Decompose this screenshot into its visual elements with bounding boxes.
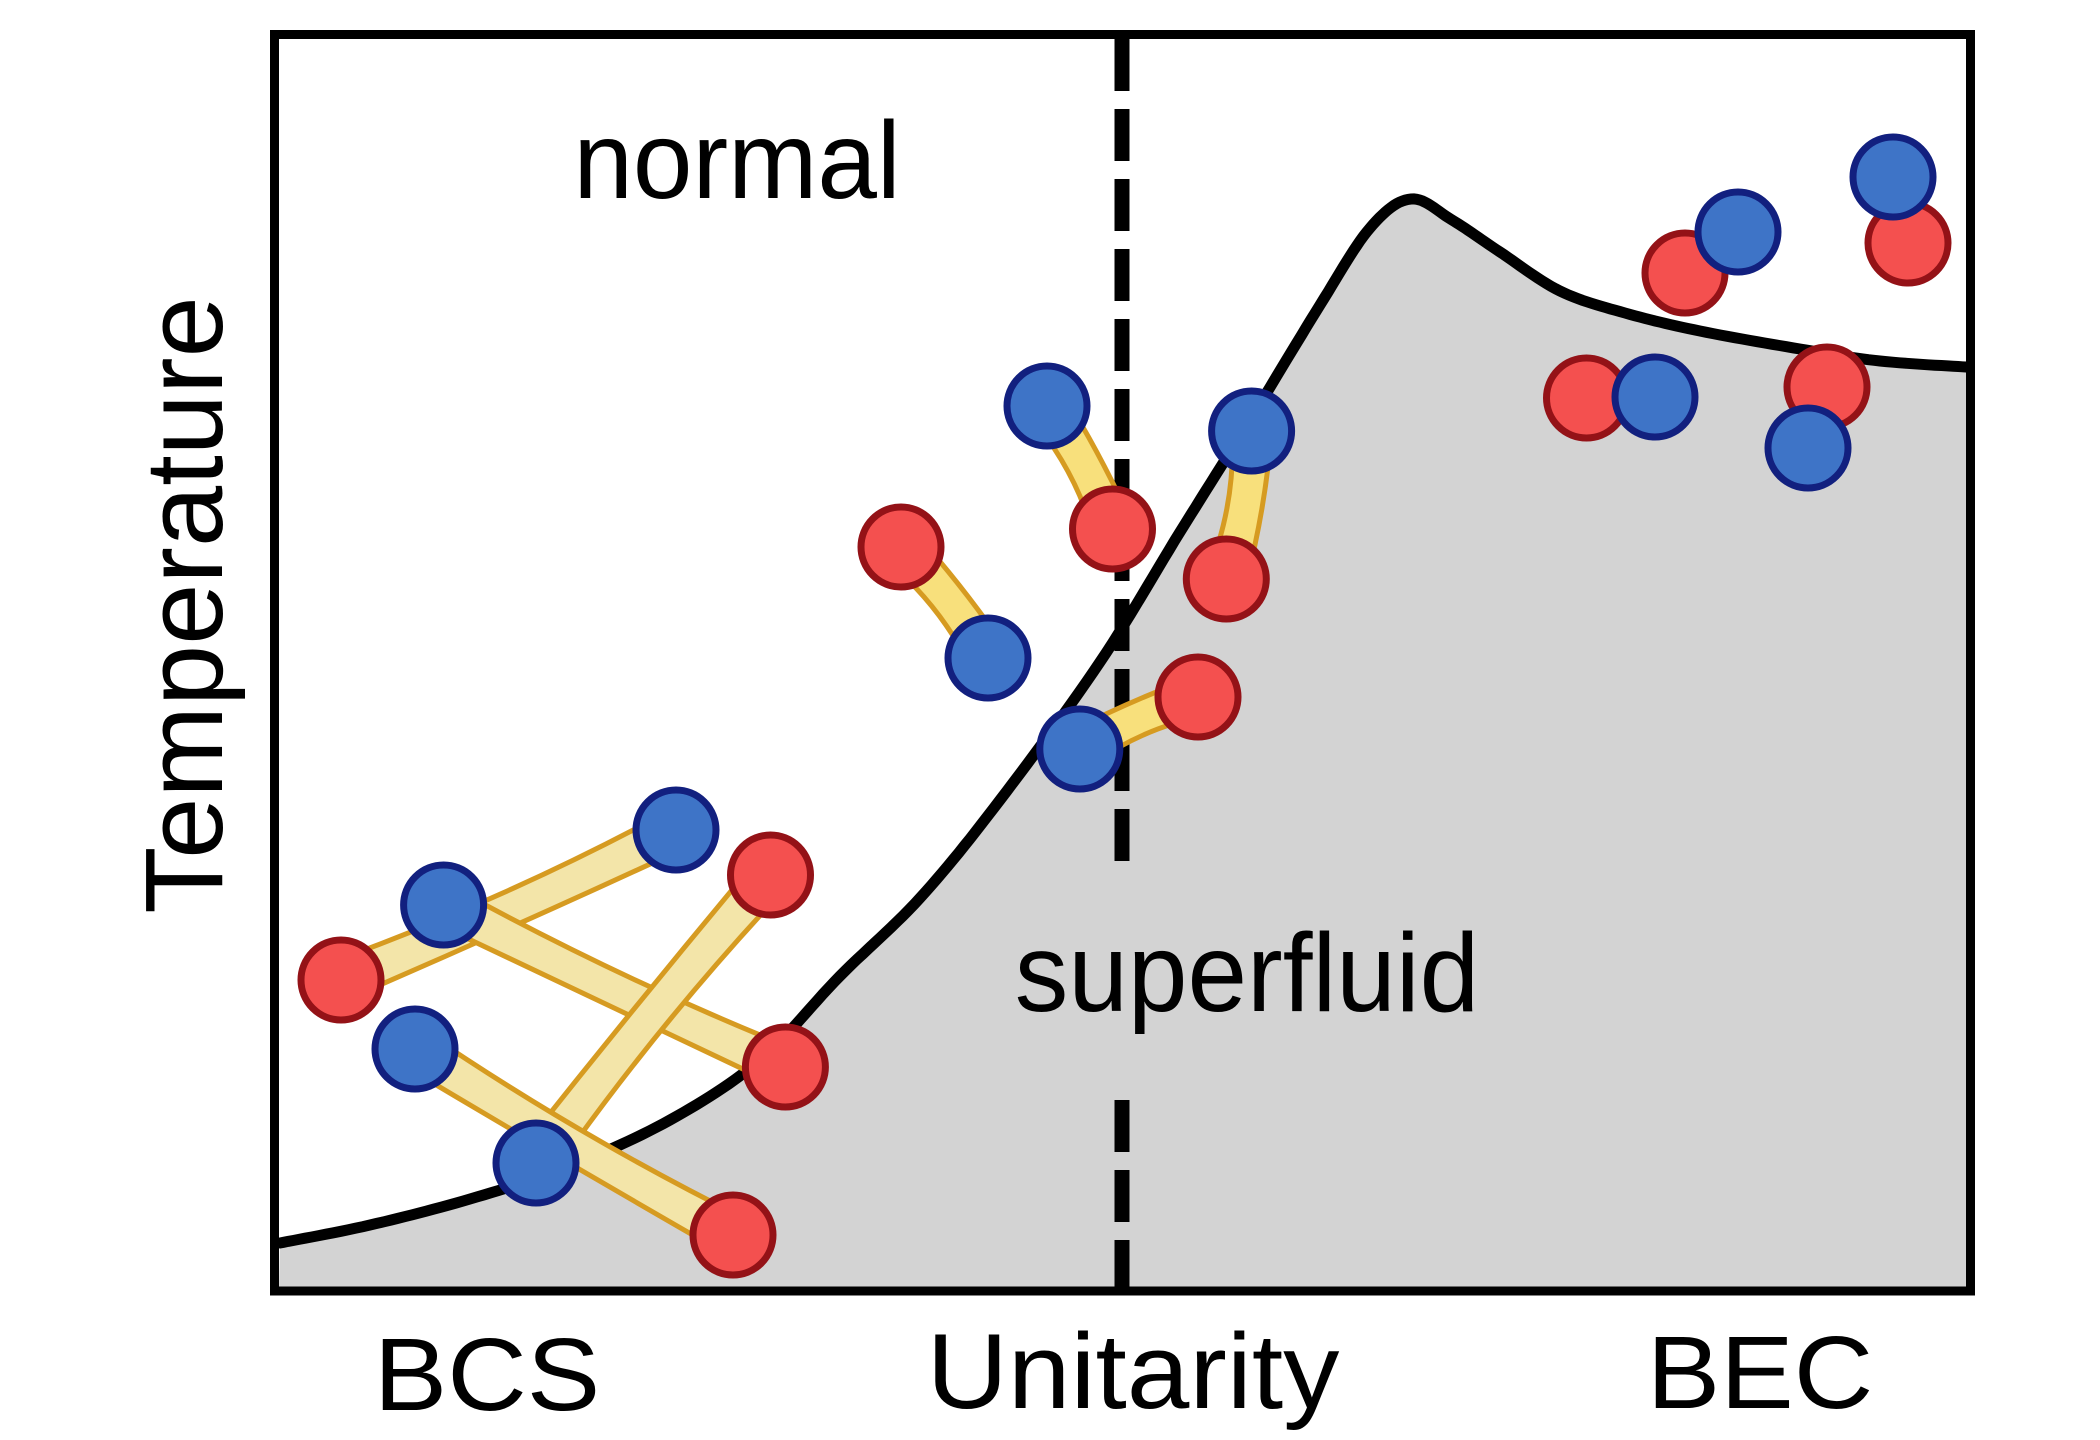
svg-text:BEC: BEC: [1647, 1314, 1874, 1430]
svg-text:superfluid: superfluid: [1015, 911, 1479, 1035]
svg-text:Temperature: Temperature: [123, 296, 246, 914]
svg-text:BCS: BCS: [374, 1316, 601, 1432]
svg-text:normal: normal: [573, 99, 900, 221]
svg-text:Unitarity: Unitarity: [927, 1313, 1340, 1432]
